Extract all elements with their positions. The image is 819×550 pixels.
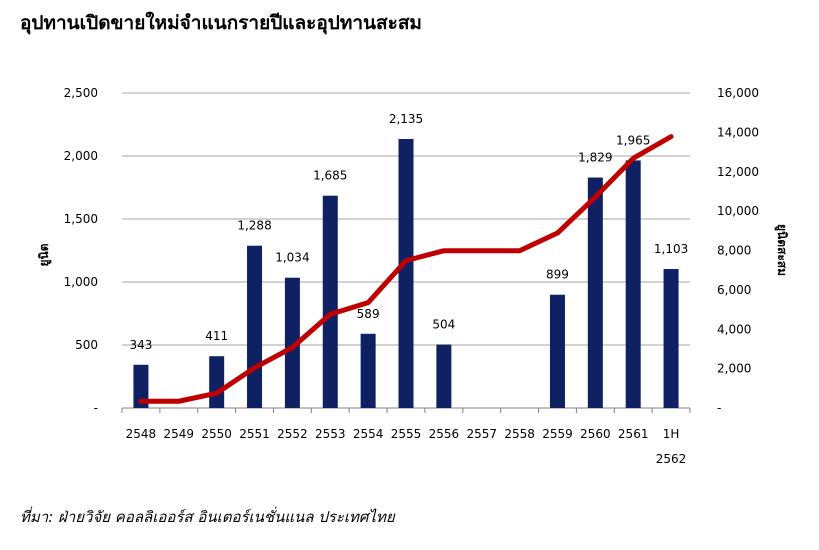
x-tick-label: 2550 bbox=[201, 427, 232, 441]
bar-data-label: 1,685 bbox=[313, 169, 347, 183]
x-tick-label: 2557 bbox=[466, 427, 497, 441]
bar-data-label: 343 bbox=[129, 338, 152, 352]
left-tick-label: 1,500 bbox=[64, 212, 98, 226]
left-tick-label: 500 bbox=[75, 338, 98, 352]
chart-svg: 343 411 1,288 1,034 1,685 589 2,135 504 899 1,829… bbox=[37, 86, 789, 466]
bar-data-label: 899 bbox=[546, 268, 569, 282]
bar-data-labels: 343 411 1,288 1,034 1,685 589 2,135 504 899 1,829… bbox=[129, 112, 688, 352]
bar-data-label: 1,829 bbox=[578, 151, 612, 165]
bar-data-label: 589 bbox=[357, 307, 380, 321]
bar-data-label: 1,965 bbox=[616, 133, 650, 147]
left-tick-label: 1,000 bbox=[64, 275, 98, 289]
x-tick-label: 2562 bbox=[656, 452, 687, 466]
chart-title: อุปทานเปิดขายใหม่จำแนกรายปีและอุปทานสะสม bbox=[20, 12, 422, 34]
x-axis-ticks: 2548 2549 2550 2551 2552 2553 2554 2555 2556 2557… bbox=[126, 427, 687, 466]
cumulative-line-series bbox=[138, 134, 674, 404]
x-tick-label: 2556 bbox=[429, 427, 460, 441]
right-tick-label: - bbox=[717, 401, 721, 415]
source-note: ที่มา: ฝ่ายวิจัย คอลลิเออร์ส อินเตอร์เนช… bbox=[20, 508, 395, 526]
bar-data-label: 504 bbox=[432, 317, 455, 331]
x-tick-label: 2560 bbox=[580, 427, 611, 441]
bar-data-label: 411 bbox=[205, 329, 228, 343]
right-tick-label: 14,000 bbox=[717, 125, 759, 139]
bar bbox=[284, 277, 300, 408]
x-tick-label: 2552 bbox=[277, 427, 308, 441]
x-tick-label: 2551 bbox=[239, 427, 270, 441]
bar-series bbox=[133, 138, 679, 409]
right-axis-title: ยูนิตสะสม bbox=[774, 224, 789, 276]
x-tick-label: 2554 bbox=[353, 427, 384, 441]
x-tick-label: 2561 bbox=[618, 427, 649, 441]
left-tick-label: - bbox=[94, 401, 98, 415]
bar bbox=[625, 160, 641, 408]
right-tick-label: 8,000 bbox=[717, 244, 751, 258]
left-axis-title: ยูนิต bbox=[37, 243, 52, 266]
bar-data-label: 1,103 bbox=[654, 242, 688, 256]
bar bbox=[587, 177, 603, 408]
x-tick-label: 2559 bbox=[542, 427, 573, 441]
x-tick-label: 2549 bbox=[164, 427, 195, 441]
bar-data-label: 1,288 bbox=[237, 219, 271, 233]
x-tick-label: 1H bbox=[663, 427, 680, 441]
x-tick-label: 2548 bbox=[126, 427, 157, 441]
left-tick-label: 2,000 bbox=[64, 149, 98, 163]
bar bbox=[549, 294, 565, 408]
x-tick-label: 2555 bbox=[391, 427, 422, 441]
right-tick-label: 4,000 bbox=[717, 322, 751, 336]
bar-data-label: 2,135 bbox=[389, 112, 423, 126]
bar-data-label: 1,034 bbox=[275, 251, 309, 265]
x-tick-label: 2558 bbox=[504, 427, 535, 441]
x-tick-label: 2553 bbox=[315, 427, 346, 441]
right-tick-label: 10,000 bbox=[717, 204, 759, 218]
bar bbox=[436, 344, 452, 408]
left-axis-ticks: - 500 1,000 1,500 2,000 2,500 bbox=[64, 86, 98, 415]
right-tick-label: 2,000 bbox=[717, 362, 751, 376]
cumulative-line bbox=[138, 134, 674, 404]
bar bbox=[663, 269, 679, 408]
bar bbox=[322, 195, 338, 408]
left-tick-label: 2,500 bbox=[64, 86, 98, 100]
right-tick-label: 12,000 bbox=[717, 165, 759, 179]
right-tick-label: 16,000 bbox=[717, 86, 759, 100]
bar bbox=[133, 364, 149, 408]
right-axis-ticks: - 2,000 4,000 6,000 8,000 10,000 12,000 14,000 1… bbox=[717, 86, 759, 415]
bar bbox=[209, 356, 225, 408]
bar bbox=[247, 245, 263, 408]
right-tick-label: 6,000 bbox=[717, 283, 751, 297]
bar bbox=[398, 138, 414, 409]
bar bbox=[360, 333, 376, 408]
